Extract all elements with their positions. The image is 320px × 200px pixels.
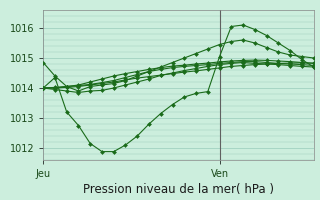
X-axis label: Pression niveau de la mer( hPa ): Pression niveau de la mer( hPa ) (83, 183, 274, 196)
